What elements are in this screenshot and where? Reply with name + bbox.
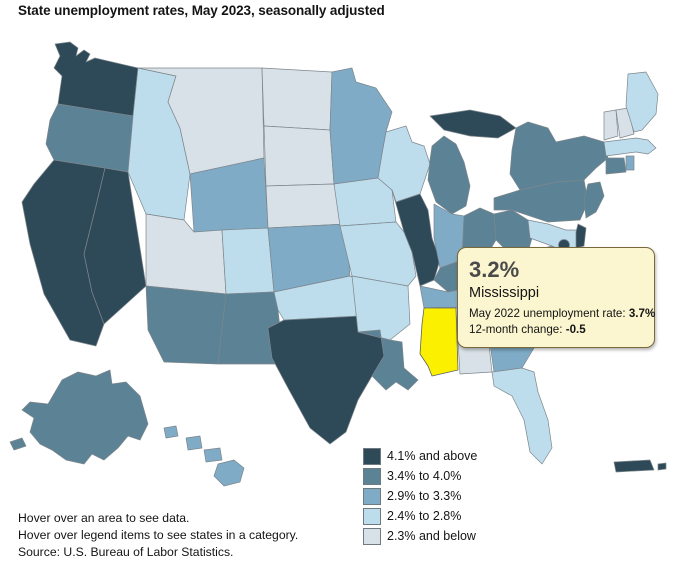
alaska-islands[interactable] <box>9 437 27 451</box>
legend-item-label: 4.1% and above <box>387 448 478 463</box>
footnote-source: Source: U.S. Bureau of Labor Statistics. <box>18 545 234 559</box>
tooltip-detail-prior-rate-value: 3.7% <box>628 307 656 320</box>
footnote-hover-area: Hover over an area to see data. <box>18 511 190 525</box>
tooltip-detail-prior-rate: May 2022 unemployment rate: 3.7% <box>469 306 655 322</box>
state-new-york[interactable] <box>509 121 609 191</box>
state-new-jersey[interactable] <box>583 181 605 219</box>
state-hawaii-kauai[interactable] <box>163 425 179 439</box>
tooltip-detail-change: 12-month change: -0.5 <box>469 322 643 338</box>
state-hawaii-oahu[interactable] <box>185 435 203 451</box>
tooltip-detail-prior-rate-label: May 2022 unemployment rate: <box>469 307 626 320</box>
state-colorado[interactable] <box>221 227 275 295</box>
state-alaska[interactable] <box>21 369 149 465</box>
tooltip-area-name: Mississippi <box>469 285 540 301</box>
state-south-dakota[interactable] <box>263 125 335 187</box>
state-michigan-upper[interactable] <box>429 109 517 139</box>
state-mississippi[interactable] <box>419 307 459 377</box>
state-louisiana[interactable] <box>357 329 419 391</box>
state-delaware[interactable] <box>575 223 587 249</box>
page-title: State unemployment rates, May 2023, seas… <box>18 3 385 18</box>
state-west-virginia[interactable] <box>493 209 533 255</box>
state-michigan[interactable] <box>427 135 471 215</box>
state-north-dakota[interactable] <box>261 67 333 131</box>
footnotes: Hover over an area to see data. Hover ov… <box>18 510 418 561</box>
puerto-rico-islands[interactable] <box>657 462 667 471</box>
tooltip-detail-change-value: -0.5 <box>565 322 586 336</box>
state-rhode-island[interactable] <box>625 155 635 171</box>
state-hawaii-big-island[interactable] <box>213 459 245 487</box>
state-massachusetts[interactable] <box>603 137 657 157</box>
footnote-hover-legend: Hover over legend items to see states in… <box>18 528 299 542</box>
legend-swatch-icon <box>363 487 381 505</box>
state-arkansas[interactable] <box>351 275 411 341</box>
state-nevada[interactable] <box>83 167 147 325</box>
tooltip-detail-change-label: 12-month change: <box>469 322 563 336</box>
legend-swatch-icon <box>363 447 381 465</box>
map-tooltip: 3.2% Mississippi May 2022 unemployment r… <box>457 247 655 348</box>
legend-item-0[interactable]: 4.1% and above <box>363 446 523 466</box>
state-nebraska[interactable] <box>265 183 347 229</box>
map-legend[interactable]: 4.1% and above 3.4% to 4.0% 2.9% to 3.3%… <box>363 446 523 546</box>
state-iowa[interactable] <box>333 177 397 227</box>
state-vermont[interactable] <box>603 109 619 141</box>
legend-item-3[interactable]: 2.4% to 2.8% <box>363 506 523 526</box>
state-puerto-rico[interactable] <box>613 459 655 473</box>
state-connecticut[interactable] <box>605 157 627 175</box>
state-texas[interactable] <box>267 315 385 445</box>
state-washington[interactable] <box>53 41 139 117</box>
legend-item-label: 3.4% to 4.0% <box>387 468 462 483</box>
state-florida[interactable] <box>491 367 553 465</box>
legend-item-label: 2.9% to 3.3% <box>387 488 462 503</box>
legend-swatch-icon <box>363 507 381 525</box>
state-maine[interactable] <box>625 71 659 133</box>
choropleth-map[interactable] <box>0 24 676 494</box>
state-arizona[interactable] <box>145 285 227 365</box>
legend-item-4[interactable]: 2.3% and below <box>363 526 523 546</box>
legend-item-label: 2.4% to 2.8% <box>387 508 462 523</box>
legend-item-2[interactable]: 2.9% to 3.3% <box>363 486 523 506</box>
legend-swatch-icon <box>363 467 381 485</box>
legend-item-1[interactable]: 3.4% to 4.0% <box>363 466 523 486</box>
legend-item-label: 2.3% and below <box>387 528 476 543</box>
legend-swatch-icon <box>363 527 381 545</box>
state-hawaii-maui[interactable] <box>203 447 223 463</box>
map-svg[interactable] <box>0 24 676 494</box>
tooltip-value: 3.2% <box>469 257 520 282</box>
